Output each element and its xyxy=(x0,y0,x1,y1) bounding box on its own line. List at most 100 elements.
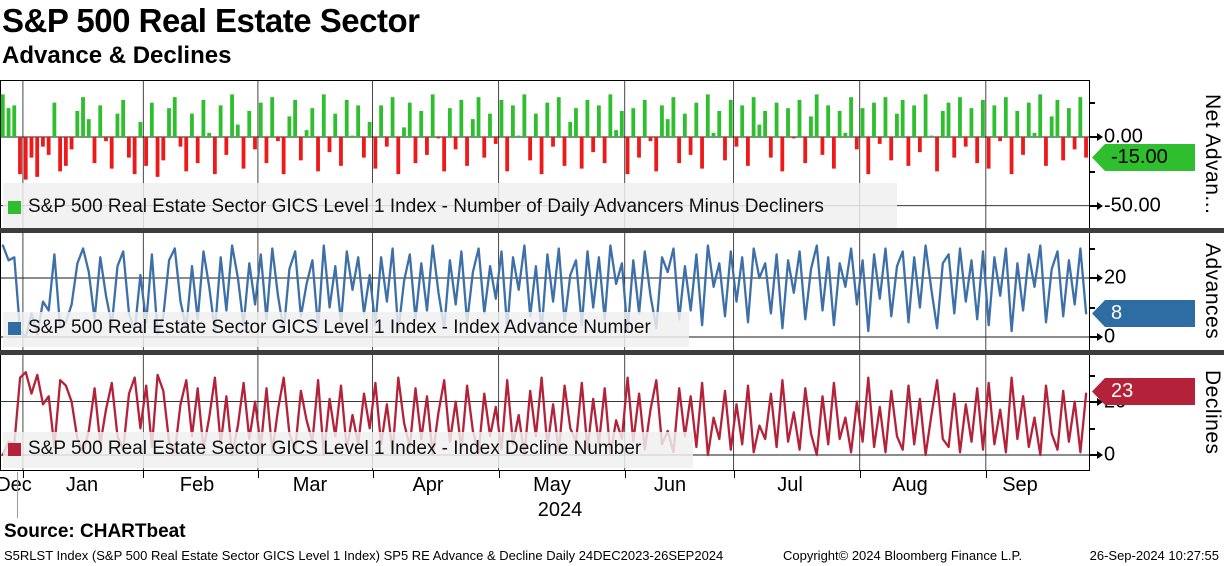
net-advance-bar xyxy=(339,137,343,166)
net-advance-bar xyxy=(952,137,957,158)
net-advance-bar xyxy=(1061,137,1066,161)
footer-description: S5RLST Index (S&P 500 Real Estate Sector… xyxy=(4,548,724,563)
net-advance-bar xyxy=(178,137,183,147)
net-advance-bar xyxy=(230,94,234,137)
net-advance-bar xyxy=(895,113,899,137)
net-advance-bar xyxy=(705,94,710,137)
net-advance-bar xyxy=(711,132,716,137)
net-advance-bar xyxy=(52,102,57,137)
net-advance-bar xyxy=(224,137,229,155)
net-advance-bar xyxy=(763,110,767,137)
net-advance-bar xyxy=(1021,137,1025,155)
net-advance-bar xyxy=(470,119,475,137)
net-advance-bar xyxy=(585,99,590,137)
net-advance-bar xyxy=(276,137,280,142)
legend-label: S&P 500 Real Estate Sector GICS Level 1 … xyxy=(28,317,651,338)
month-label-mar: Mar xyxy=(292,474,328,496)
net-advance-bar xyxy=(298,137,303,161)
net-advance-bar xyxy=(688,137,693,155)
net-advance-bar xyxy=(774,102,779,137)
net-advance-bar xyxy=(1032,132,1037,137)
panel-separator xyxy=(0,228,1224,233)
net-advance-bar xyxy=(1026,102,1031,137)
month-label-feb: Feb xyxy=(179,474,215,496)
net-advance-bar xyxy=(768,137,773,158)
y-tick-arrow-icon xyxy=(1097,202,1103,210)
net-advance-bar xyxy=(551,137,555,147)
net-advance-bar xyxy=(665,119,670,137)
net-advance-bar xyxy=(619,110,624,137)
net-advance-bar xyxy=(677,137,682,164)
plot-frame-top xyxy=(0,80,1090,81)
legend-net-advances[interactable]: S&P 500 Real Estate Sector GICS Level 1 … xyxy=(8,196,824,218)
net-advance-bar xyxy=(614,130,618,137)
axis-title-net-advances: Net Advan... xyxy=(1201,93,1224,215)
legend-swatch-crimson xyxy=(8,442,21,456)
legend-swatch-green xyxy=(8,200,21,214)
month-label-sep: Sep xyxy=(1002,474,1038,496)
net-advance-bar xyxy=(195,137,200,164)
plot-frame-left xyxy=(0,80,1,470)
legend-advances[interactable]: S&P 500 Real Estate Sector GICS Level 1 … xyxy=(8,317,651,339)
net-advance-bar xyxy=(241,137,246,169)
net-advance-bar xyxy=(29,137,34,158)
net-advance-bar xyxy=(1003,97,1008,137)
net-advance-bar xyxy=(694,102,699,137)
net-advance-bar xyxy=(986,137,991,169)
y-tick-minor xyxy=(1089,375,1095,377)
net-advance-bar xyxy=(293,99,298,137)
net-advance-bar xyxy=(803,137,808,164)
net-advance-bar xyxy=(459,99,464,137)
legend-declines[interactable]: S&P 500 Real Estate Sector GICS Level 1 … xyxy=(8,438,641,460)
y-tick xyxy=(1089,454,1098,456)
y-tick-label: -50.00 xyxy=(1104,194,1161,217)
x-axis-tick xyxy=(985,470,987,478)
net-advance-bar xyxy=(872,102,876,137)
net-advance-bar xyxy=(0,94,5,137)
net-advance-bar xyxy=(304,130,309,137)
net-advance-bar xyxy=(499,99,504,137)
last-value-badge-net: -15.00 xyxy=(1092,144,1195,171)
net-advance-bar xyxy=(998,137,1002,142)
net-advance-bar xyxy=(780,137,785,172)
net-advance-bar xyxy=(1049,116,1054,137)
y-tick xyxy=(1089,336,1098,338)
y-tick-label: 0.00 xyxy=(1104,125,1143,148)
net-advance-bar xyxy=(316,137,320,172)
net-advance-bar xyxy=(826,105,831,137)
net-advance-bar xyxy=(149,102,154,137)
net-advance-bar xyxy=(591,137,596,153)
net-advance-bar xyxy=(396,137,401,175)
page-title: S&P 500 Real Estate Sector xyxy=(2,2,420,39)
net-advance-bar xyxy=(310,108,315,137)
net-advance-bar xyxy=(453,137,458,150)
net-advance-bar xyxy=(1038,94,1043,137)
net-advance-bar xyxy=(488,113,492,137)
net-advance-bar xyxy=(912,105,917,137)
net-advance-bar xyxy=(654,137,659,172)
y-tick-arrow-icon xyxy=(1097,133,1103,141)
page-subtitle: Advance & Declines xyxy=(2,42,232,69)
x-axis-tick xyxy=(498,470,500,478)
net-advance-bar xyxy=(407,102,412,137)
net-advance-bar xyxy=(820,137,825,155)
net-advance-bar xyxy=(528,137,533,161)
net-advance-bar xyxy=(837,110,842,137)
crosshair-line xyxy=(17,472,18,518)
net-advance-bar xyxy=(6,108,11,137)
legend-label: S&P 500 Real Estate Sector GICS Level 1 … xyxy=(28,196,824,217)
net-advance-bar xyxy=(728,99,733,137)
source-label: Source: CHARTbeat xyxy=(4,521,186,542)
net-advance-bar xyxy=(253,137,257,150)
legend-swatch-blue xyxy=(8,321,21,335)
net-advance-bar xyxy=(379,105,383,137)
net-advance-bar xyxy=(235,124,240,137)
net-advance-bar xyxy=(482,137,487,158)
month-label-apr: Apr xyxy=(412,474,444,496)
x-axis-tick xyxy=(733,470,735,478)
legend-band xyxy=(3,312,689,347)
net-advance-bar xyxy=(889,137,894,161)
x-axis-tick xyxy=(143,470,145,478)
net-advance-bar xyxy=(556,97,561,137)
net-advance-bar xyxy=(940,110,945,137)
